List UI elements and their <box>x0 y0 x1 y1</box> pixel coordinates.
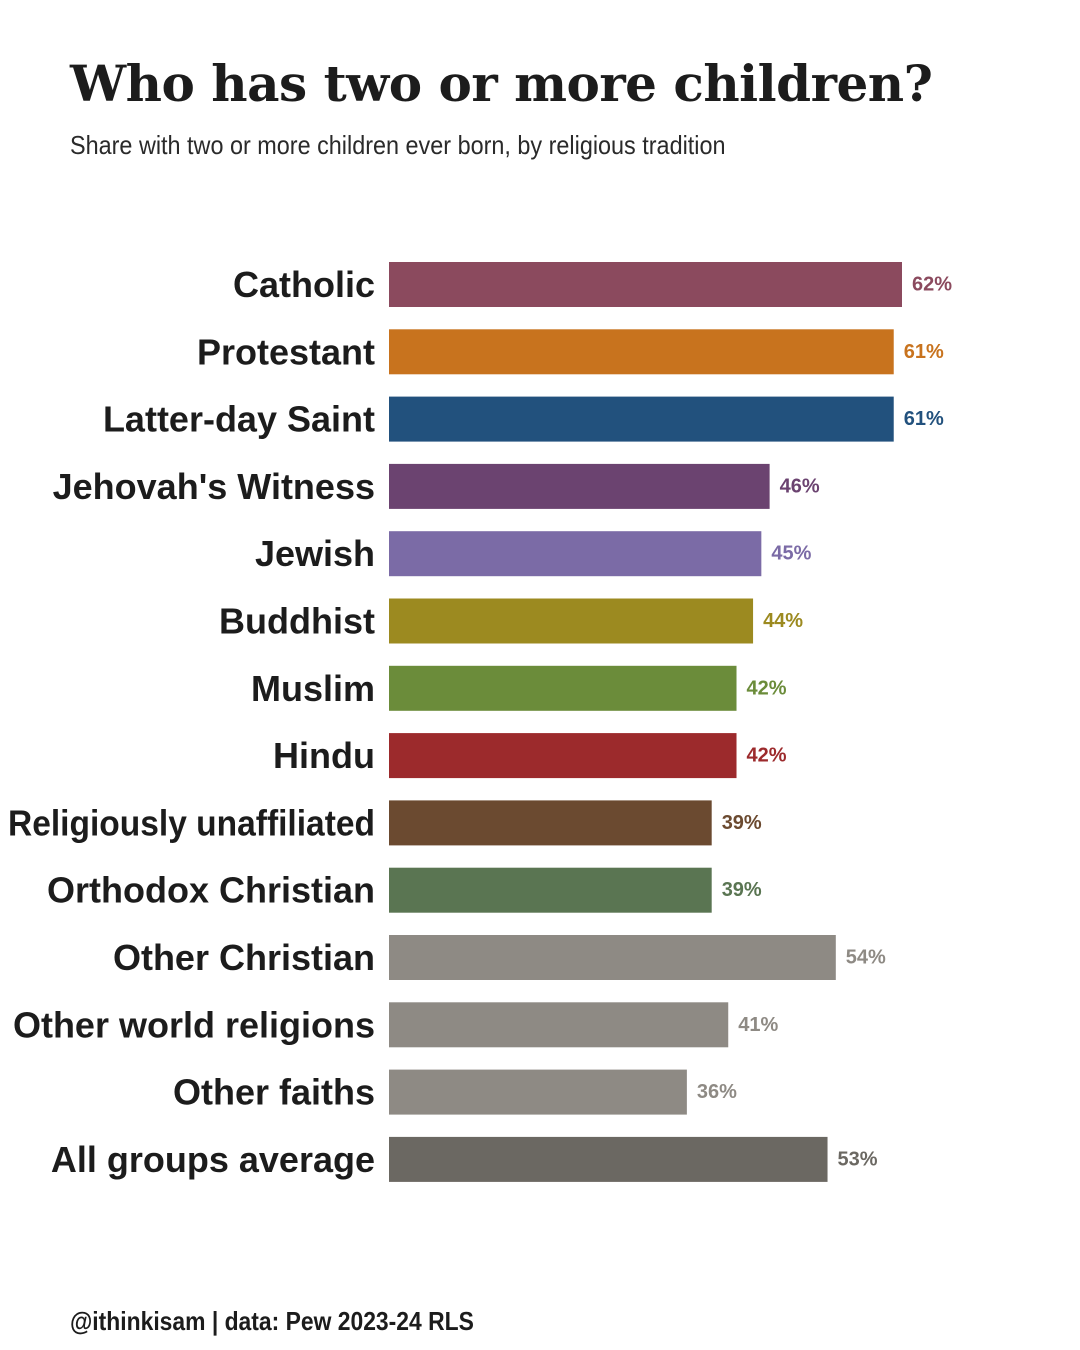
category-labels-group: Catholic Protestant Latter-day Saint Jehova… <box>8 264 375 1180</box>
bar-other-world-religions <box>389 1002 729 1048</box>
value-label-muslim: 42% <box>747 677 787 699</box>
value-label-hindu: 42% <box>747 745 787 767</box>
bar-buddhist <box>389 598 754 644</box>
category-label-other-christian: Other Christian <box>113 937 375 978</box>
chart-subtitle: Share with two or more children ever bor… <box>70 130 726 160</box>
value-label-other-faiths: 36% <box>697 1081 737 1103</box>
chart-title: Who has two or more children? <box>70 54 933 113</box>
value-label-orthodox-christian: 39% <box>722 879 762 901</box>
bars-group <box>389 262 902 1182</box>
category-label-buddhist: Buddhist <box>219 601 375 642</box>
value-label-other-christian: 54% <box>846 947 886 969</box>
bar-jewish <box>389 531 762 577</box>
value-label-jehovah-s-witness: 46% <box>780 475 820 497</box>
category-label-jehovah-s-witness: Jehovah's Witness <box>53 466 375 507</box>
bar-orthodox-christian <box>389 867 712 913</box>
category-label-muslim: Muslim <box>251 668 375 709</box>
category-label-religiously-unaffiliated: Religiously unaffiliated <box>8 802 375 843</box>
category-label-orthodox-christian: Orthodox Christian <box>47 870 375 911</box>
bar-religiously-unaffiliated <box>389 800 712 846</box>
category-label-latter-day-saint: Latter-day Saint <box>103 399 375 440</box>
bar-latter-day-saint <box>389 396 894 442</box>
footer-credit: @ithinkisam | data: Pew 2023-24 RLS <box>70 1306 474 1336</box>
bar-all-groups-average <box>389 1136 828 1182</box>
value-label-catholic: 62% <box>912 274 952 296</box>
value-label-buddhist: 44% <box>763 610 803 632</box>
value-label-protestant: 61% <box>904 341 944 363</box>
category-label-all-groups-average: All groups average <box>51 1139 375 1180</box>
value-labels-group: 62% 61% 61% 46% 45% 44% 42% 42% 39% 39% 54% 41% 36% 5… <box>697 274 952 1171</box>
bar-protestant <box>389 329 894 375</box>
category-label-other-world-religions: Other world religions <box>13 1004 375 1045</box>
category-label-catholic: Catholic <box>233 264 375 305</box>
value-label-religiously-unaffiliated: 39% <box>722 812 762 834</box>
value-label-jewish: 45% <box>771 543 811 565</box>
bar-hindu <box>389 733 737 779</box>
bar-catholic <box>389 262 902 307</box>
category-label-hindu: Hindu <box>273 735 375 776</box>
bar-jehovah-s-witness <box>389 463 770 509</box>
bar-other-faiths <box>389 1069 687 1115</box>
value-label-other-world-religions: 41% <box>738 1014 778 1036</box>
value-label-all-groups-average: 53% <box>838 1148 878 1170</box>
value-label-latter-day-saint: 61% <box>904 408 944 430</box>
category-label-protestant: Protestant <box>197 331 375 372</box>
bar-other-christian <box>389 935 836 980</box>
category-label-other-faiths: Other faiths <box>173 1072 375 1113</box>
category-label-jewish: Jewish <box>255 533 375 574</box>
bar-muslim <box>389 665 737 711</box>
